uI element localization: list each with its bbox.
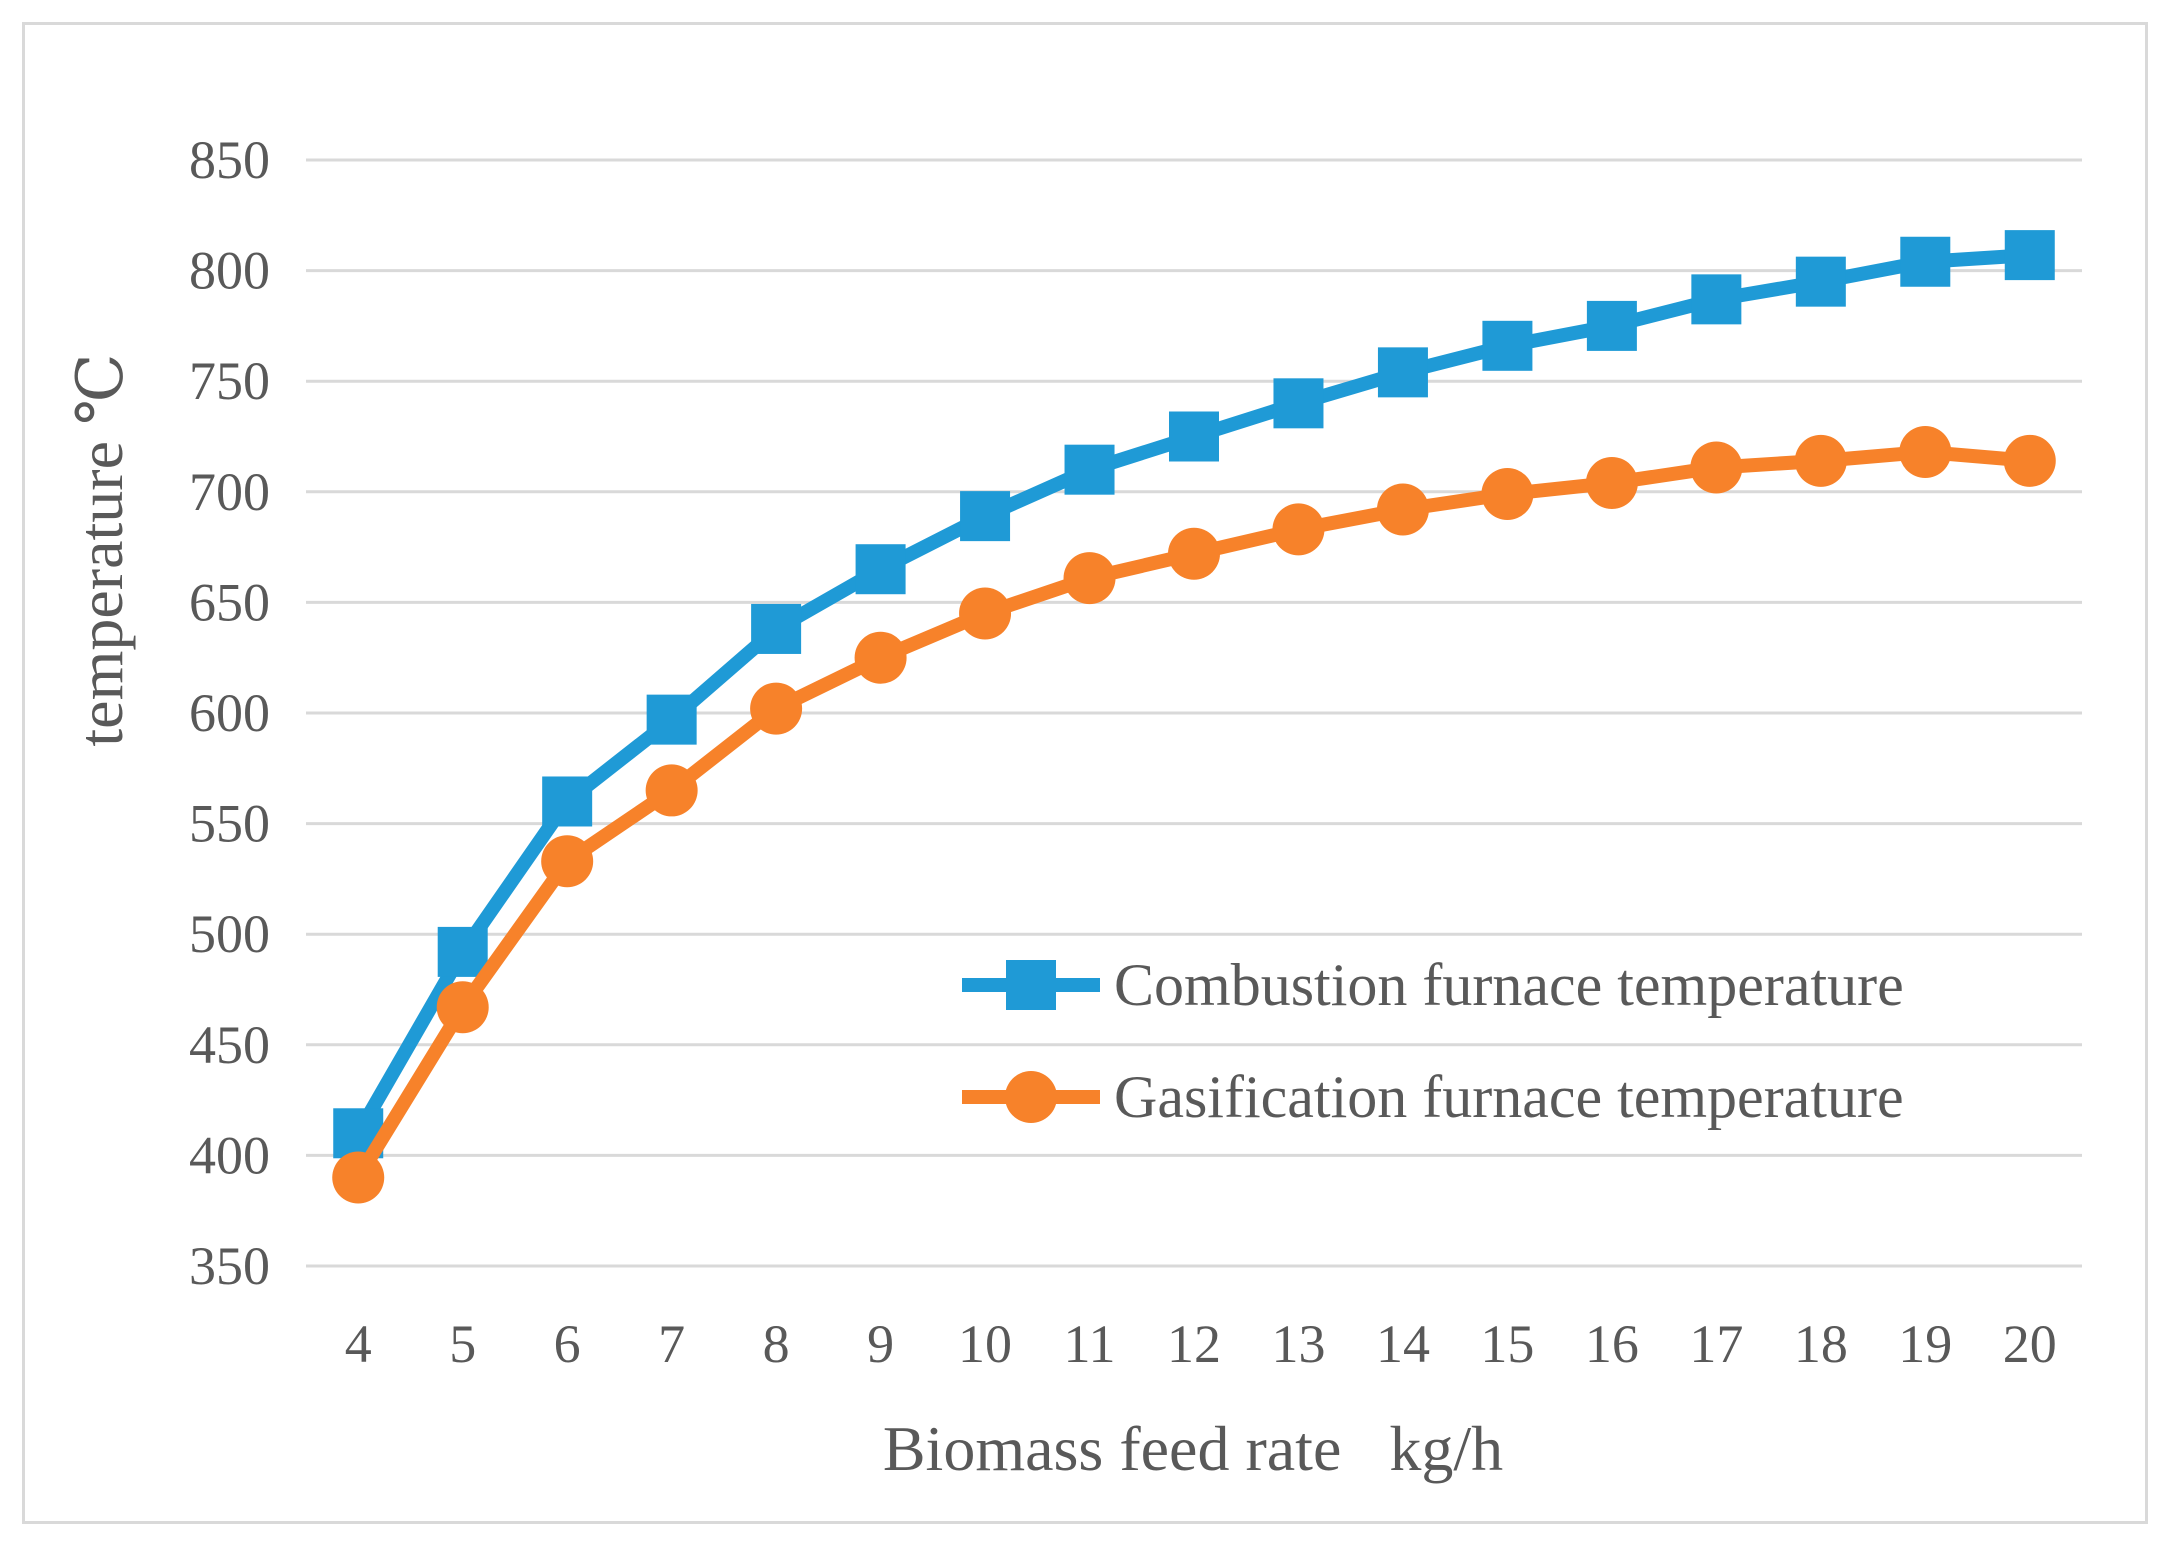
data-point bbox=[542, 776, 593, 827]
data-point bbox=[645, 764, 698, 817]
data-point bbox=[1063, 552, 1116, 605]
data-point bbox=[1585, 456, 1638, 509]
x-tick-label: 9 bbox=[867, 1314, 894, 1374]
y-tick-label: 450 bbox=[189, 1015, 270, 1075]
data-point bbox=[1899, 425, 1952, 478]
data-point bbox=[750, 682, 803, 735]
data-point bbox=[1064, 444, 1115, 495]
data-point bbox=[959, 587, 1012, 640]
series-layer bbox=[332, 230, 2056, 1204]
data-point bbox=[1586, 300, 1637, 351]
data-point bbox=[2004, 230, 2055, 281]
y-tick-label: 550 bbox=[189, 794, 270, 854]
legend: Combustion furnace temperature Gasificati… bbox=[962, 952, 1904, 1130]
y-tick-label: 600 bbox=[189, 683, 270, 743]
y-tick-label: 400 bbox=[189, 1125, 270, 1185]
x-tick-label: 13 bbox=[1271, 1314, 1325, 1374]
y-tick-label: 800 bbox=[189, 241, 270, 301]
x-tick-label: 6 bbox=[554, 1314, 581, 1374]
x-axis-ticks: 4 5 6 7 8 9 10 11 12 13 14 15 16 17 18 19 20 bbox=[345, 1314, 2057, 1374]
data-point bbox=[1690, 441, 1743, 494]
data-point bbox=[332, 1151, 385, 1204]
x-tick-label: 4 bbox=[345, 1314, 372, 1374]
y-tick-label: 700 bbox=[189, 462, 270, 522]
data-point bbox=[1795, 256, 1846, 307]
data-point bbox=[854, 631, 907, 684]
data-point bbox=[541, 835, 594, 888]
data-point bbox=[1168, 527, 1220, 580]
data-point bbox=[2003, 434, 2056, 487]
x-tick-label: 10 bbox=[958, 1314, 1012, 1374]
x-tick-label: 17 bbox=[1689, 1314, 1743, 1374]
data-point bbox=[855, 544, 906, 595]
data-point bbox=[1481, 468, 1534, 521]
legend-item: Combustion furnace temperature bbox=[962, 952, 1904, 1018]
data-point bbox=[1691, 274, 1742, 325]
x-tick-label: 5 bbox=[449, 1314, 476, 1374]
series-combustion bbox=[333, 230, 2055, 1159]
y-axis-title: temperature ℃ bbox=[65, 353, 136, 746]
legend-label: Combustion furnace temperature bbox=[1114, 952, 1904, 1018]
y-tick-label: 850 bbox=[189, 130, 270, 190]
data-point bbox=[1376, 483, 1429, 536]
x-tick-label: 16 bbox=[1585, 1314, 1639, 1374]
x-tick-label: 8 bbox=[763, 1314, 790, 1374]
data-point bbox=[1169, 411, 1219, 462]
grid-lines bbox=[306, 158, 2082, 1268]
x-tick-label: 18 bbox=[1794, 1314, 1848, 1374]
x-tick-label: 20 bbox=[2003, 1314, 2057, 1374]
data-point bbox=[751, 603, 802, 654]
x-tick-label: 11 bbox=[1064, 1314, 1116, 1374]
y-tick-label: 650 bbox=[189, 572, 270, 632]
y-tick-label: 500 bbox=[189, 904, 270, 964]
data-point bbox=[1482, 320, 1533, 371]
legend-label: Gasification furnace temperature bbox=[1114, 1064, 1904, 1130]
legend-marker-circle bbox=[1005, 1071, 1057, 1123]
data-point bbox=[1273, 378, 1324, 429]
x-tick-label: 19 bbox=[1898, 1314, 1952, 1374]
data-point bbox=[436, 981, 489, 1034]
y-axis-ticks: 350 400 450 500 550 600 650 700 750 800 850 bbox=[189, 130, 270, 1296]
data-point bbox=[1377, 347, 1428, 398]
data-point bbox=[1272, 503, 1325, 556]
x-tick-label: 15 bbox=[1480, 1314, 1534, 1374]
y-tick-label: 750 bbox=[189, 351, 270, 411]
chart-frame bbox=[22, 22, 2148, 1524]
data-point bbox=[646, 694, 697, 745]
x-tick-label: 12 bbox=[1167, 1314, 1221, 1374]
x-tick-label: 14 bbox=[1376, 1314, 1430, 1374]
x-tick-label: 7 bbox=[658, 1314, 685, 1374]
legend-marker-square bbox=[1006, 960, 1056, 1010]
data-point bbox=[960, 491, 1011, 542]
legend-item: Gasification furnace temperature bbox=[962, 1064, 1904, 1130]
data-point bbox=[437, 926, 488, 977]
y-tick-label: 350 bbox=[189, 1236, 270, 1296]
series-gasification bbox=[332, 425, 2056, 1204]
x-axis-title: Biomass feed rate kg/h bbox=[883, 1413, 1503, 1484]
data-point bbox=[1794, 434, 1847, 487]
data-point bbox=[1900, 236, 1951, 287]
